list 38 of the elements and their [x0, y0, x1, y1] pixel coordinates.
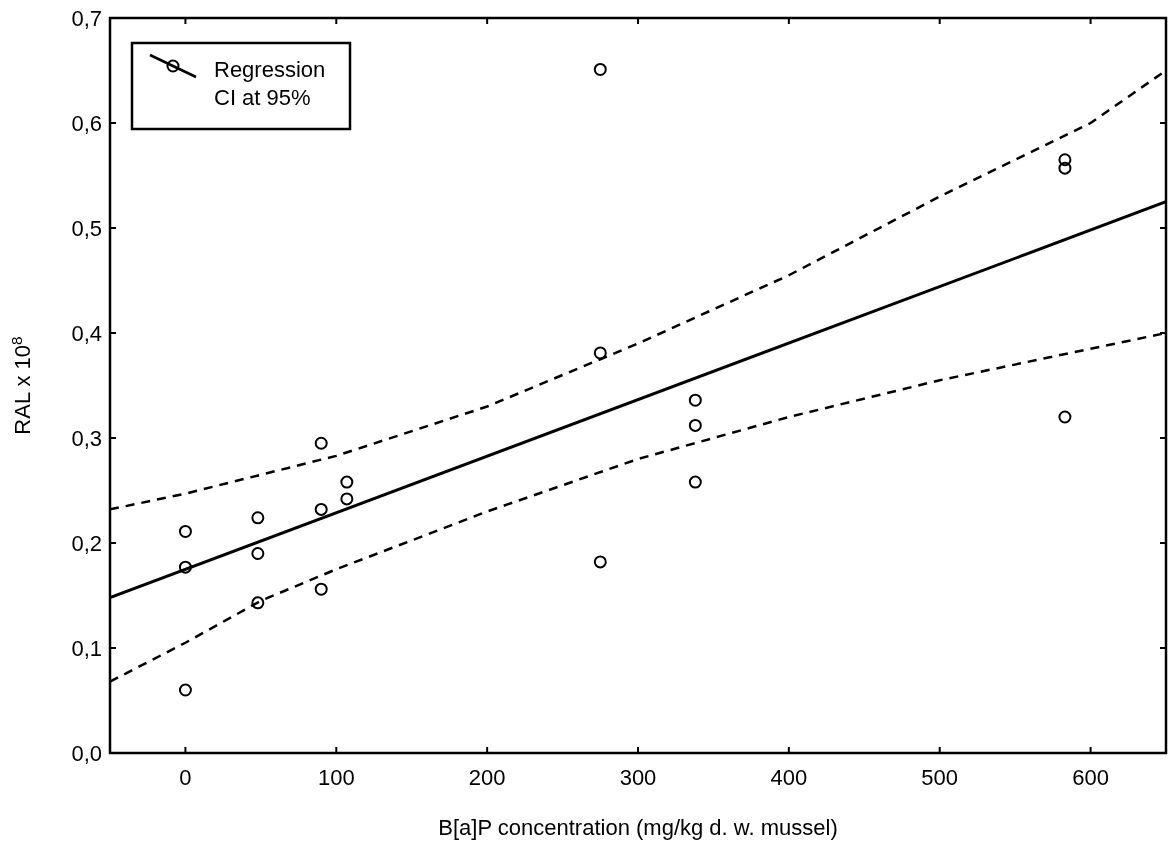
point [314, 502, 328, 516]
y-tick-label: 0,5 [71, 215, 102, 241]
y-tick-label: 0,6 [71, 110, 102, 136]
point [688, 418, 702, 432]
point [688, 475, 702, 489]
point [178, 524, 192, 538]
legend-label: Regression [214, 56, 326, 82]
y-tick-label: 0,4 [71, 320, 102, 346]
y-tick-label: 0,3 [71, 425, 102, 451]
point [593, 555, 607, 569]
point [251, 596, 265, 610]
point [688, 393, 702, 407]
point [340, 492, 354, 506]
point [593, 346, 607, 360]
point [314, 436, 328, 450]
point [1058, 161, 1072, 175]
point [314, 582, 328, 596]
point [340, 475, 354, 489]
x-axis-title: B[a]P concentration (mg/kg d. w. mussel) [438, 815, 838, 840]
point [178, 560, 192, 574]
x-tick-label: 100 [317, 765, 355, 790]
y-tick-label: 0,7 [71, 5, 102, 31]
point [251, 511, 265, 525]
point [1058, 410, 1072, 424]
x-tick-label: 0 [179, 765, 192, 790]
x-tick-label: 500 [921, 765, 959, 790]
point [1058, 153, 1072, 167]
point [593, 62, 607, 76]
y-tick-label: 0,2 [71, 530, 102, 556]
x-tick-label: 300 [619, 765, 657, 790]
y-tick-label: 0,1 [71, 635, 102, 661]
x-tick-label: 200 [468, 765, 506, 790]
point [251, 547, 265, 560]
x-tick-label: 400 [770, 765, 808, 790]
y-tick-label: 0,0 [71, 740, 102, 766]
point [178, 683, 192, 697]
annotation: CI at 95% [214, 84, 311, 110]
x-tick-label: 600 [1072, 765, 1109, 790]
